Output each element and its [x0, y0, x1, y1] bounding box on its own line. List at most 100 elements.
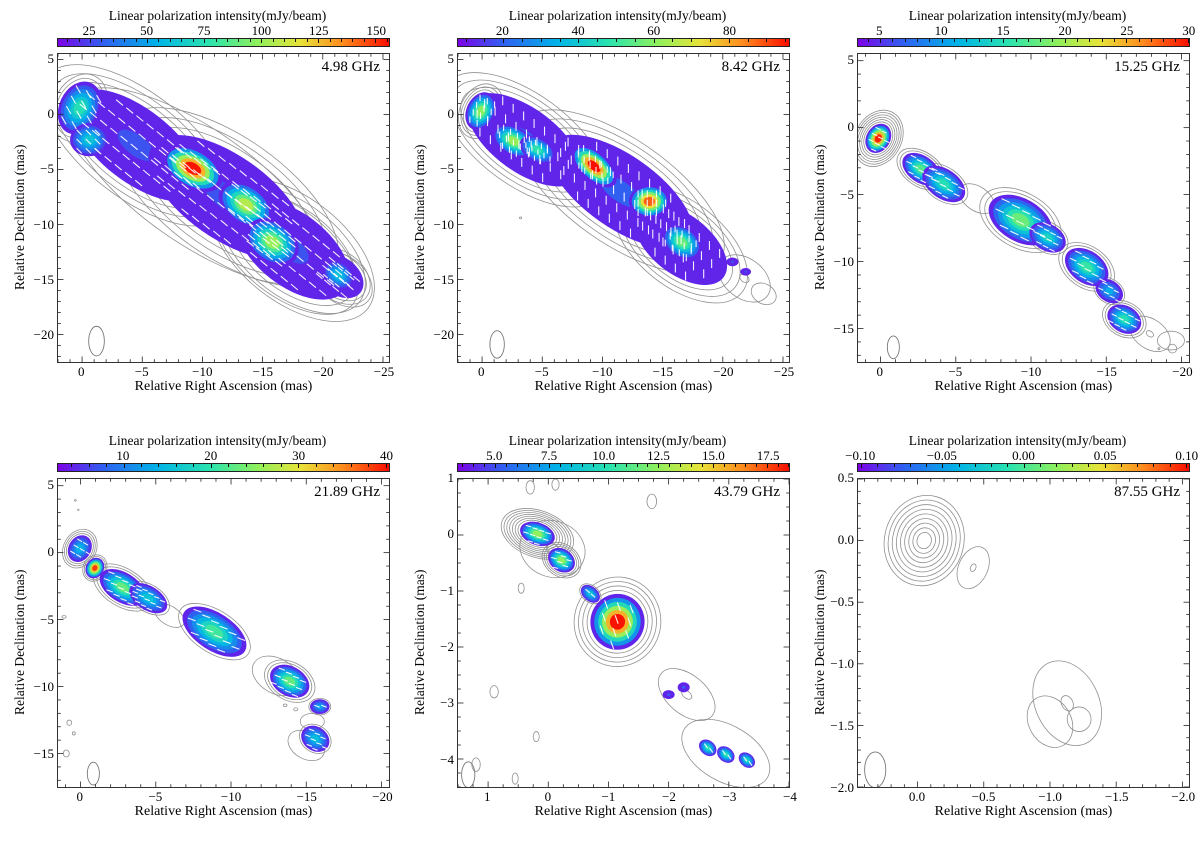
colorbar-tick-mark: [298, 464, 300, 468]
y-axis-label: Relative Declination (mas): [812, 569, 827, 715]
colorbar-minor-tick-mark: [226, 39, 228, 42]
y-axis-label: Relative Declination (mas): [12, 569, 27, 715]
x-axis-label: Relative Right Ascension (mas): [134, 804, 313, 819]
y-tick-label: −0.5: [830, 594, 854, 609]
colorbar-minor-tick-mark: [350, 464, 352, 467]
colorbar-minor-tick-mark: [691, 464, 692, 467]
y-tick-label: −5: [440, 161, 454, 177]
colorbar-tick-label: 30: [1182, 23, 1196, 38]
colorbar-minor-tick-mark: [745, 464, 747, 467]
colorbar-minor-tick-mark: [1077, 39, 1079, 42]
x-tick-label: 0: [77, 364, 85, 379]
colorbar-minor-tick-mark: [181, 39, 183, 42]
colorbar-title: Linear polarization intensity(mJy/beam): [508, 8, 727, 23]
y-axis-label: Relative Declination (mas): [412, 569, 427, 715]
colorbar-tick-label: 10: [116, 448, 130, 463]
colorbar-minor-tick-mark: [926, 464, 928, 467]
colorbar-tick-mark: [503, 39, 505, 43]
colorbar-minor-tick-mark: [1138, 39, 1140, 42]
x-tick-label: −4: [783, 789, 797, 804]
colorbar-tick-mark: [385, 464, 387, 468]
x-tick-label: −0.5: [971, 789, 996, 804]
colorbar-minor-tick-mark: [473, 464, 475, 467]
y-tick-label: −10: [33, 678, 54, 694]
colorbar-minor-tick-mark: [272, 39, 274, 42]
x-tick-labels: 0 −5 −10 −15 −20 −25: [57, 364, 394, 379]
colorbar-tick-label: −0.10: [845, 448, 876, 463]
frequency-panel: Linear polarization intensity(mJy/beam) …: [400, 433, 800, 850]
y-tick-label: −5: [40, 611, 54, 627]
polarization-map-svg: [58, 54, 389, 362]
colorbar-minor-tick-mark: [614, 464, 616, 467]
colorbar-tick-mark: [89, 39, 91, 43]
colorbar-tick-label: 25: [82, 23, 96, 38]
colorbar-minor-tick-mark: [636, 464, 638, 467]
colorbar-minor-tick-mark: [1088, 464, 1090, 467]
colorbar-minor-tick-mark: [892, 39, 894, 42]
frequency-label: 21.89 GHz: [314, 484, 380, 500]
colorbar-minor-tick-mark: [540, 39, 542, 42]
frequency-label: 43.79 GHz: [714, 484, 780, 500]
x-tick-labels: 0 −5 −10 −15 −20 −25: [457, 364, 794, 379]
colorbar-minor-tick-mark: [101, 39, 103, 42]
x-tick-label: −20: [372, 789, 393, 804]
y-tick-label: 0: [447, 105, 455, 121]
colorbar-tick-mark: [318, 39, 320, 43]
colorbar-minor-tick-mark: [158, 39, 160, 42]
colorbar-minor-tick-mark: [1007, 464, 1009, 467]
plot-area: 43.79 GHz: [457, 478, 790, 788]
colorbar-tick-label: 17.5: [756, 448, 780, 463]
frequency-label: 4.98 GHz: [321, 59, 380, 75]
colorbar-minor-tick-mark: [1027, 39, 1029, 42]
x-tick-label: 1: [484, 789, 491, 804]
x-tick-label: 0: [544, 789, 552, 804]
colorbar-minor-tick-mark: [352, 39, 354, 42]
y-tick-label: −1: [440, 582, 454, 598]
colorbar-minor-tick-mark: [333, 464, 335, 467]
colorbar-minor-tick-mark: [484, 39, 486, 42]
colorbar-tick-mark: [261, 39, 263, 43]
colorbar-minor-tick-mark: [158, 464, 160, 467]
x-axis-label: Relative Right Ascension (mas): [934, 804, 1113, 819]
x-axis-label: Relative Right Ascension (mas): [534, 379, 713, 394]
colorbar-minor-tick-mark: [788, 464, 789, 467]
x-tick-label: −25: [773, 364, 795, 379]
colorbar-minor-tick-mark: [341, 39, 343, 42]
colorbar-minor-tick-mark: [991, 464, 993, 467]
colorbar-minor-tick-mark: [1015, 39, 1017, 42]
y-tick-labels: 5 0 −5 −10 −15: [10, 476, 55, 788]
colorbar-minor-tick-mark: [929, 39, 931, 42]
colorbar-tick-label: 5.0: [486, 448, 503, 463]
y-tick-labels: 5 0 −5 −10 −15: [810, 52, 854, 363]
colorbar-minor-tick-mark: [538, 464, 540, 467]
x-tick-label: −5: [148, 789, 163, 804]
colorbar-minor-tick-mark: [867, 39, 869, 42]
frequency-label: 8.42 GHz: [721, 59, 780, 75]
x-tick-label: −15: [1096, 364, 1117, 379]
colorbar-minor-tick-mark: [747, 39, 749, 42]
colorbar-minor-tick-mark: [175, 464, 177, 467]
colorbar-minor-tick-mark: [521, 39, 523, 42]
y-tick-label: 5: [447, 50, 455, 66]
colorbar-tick-labels: 25 50 75 100 125 150: [57, 23, 390, 38]
x-tick-label: −10: [592, 364, 613, 379]
colorbar-tick-mark: [495, 464, 497, 468]
colorbar-tick-label: 10: [934, 23, 948, 38]
axis-ticks: [458, 54, 789, 362]
colorbar-minor-tick-mark: [280, 464, 282, 467]
colorbar-tick-label: 50: [140, 23, 154, 38]
colorbar-minor-tick-mark: [778, 464, 780, 467]
colorbar-minor-tick-mark: [734, 464, 736, 467]
colorbar-tick-label: 0.05: [1093, 448, 1117, 463]
polarization-map-svg: [858, 54, 1189, 362]
colorbar-tick-label: −0.05: [926, 448, 957, 463]
colorbar-tick-mark: [375, 39, 377, 43]
colorbar-minor-tick-mark: [527, 464, 529, 467]
colorbar-tick-label: 20: [1058, 23, 1072, 38]
y-axis-label: Relative Declination (mas): [412, 144, 427, 290]
polarization-map-svg: [58, 479, 389, 787]
y-tick-label: 5: [47, 476, 55, 492]
x-tick-label: −1.0: [1038, 789, 1062, 804]
x-tick-label: −20: [1172, 364, 1193, 379]
